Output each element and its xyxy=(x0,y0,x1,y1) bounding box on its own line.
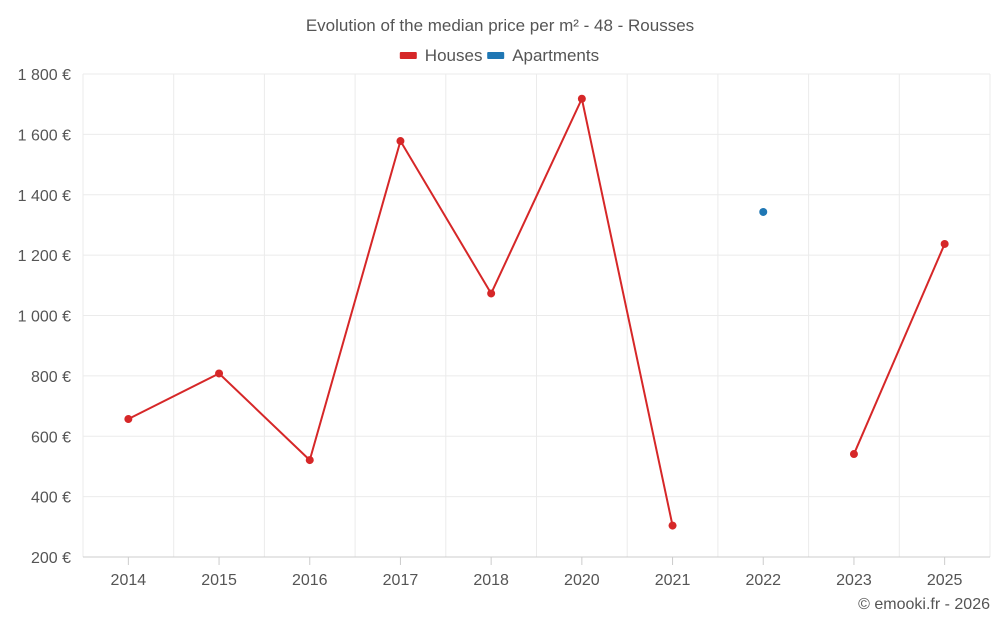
data-point-houses[interactable] xyxy=(305,456,314,465)
legend-label: Apartments xyxy=(512,46,599,65)
y-tick-label: 1 600 € xyxy=(18,127,71,144)
y-tick-label: 1 000 € xyxy=(18,309,71,326)
legend-swatch xyxy=(399,52,417,59)
series-line-houses xyxy=(127,97,674,526)
x-tick-label: 2021 xyxy=(655,572,691,589)
data-point-houses[interactable] xyxy=(396,137,405,146)
data-point-houses[interactable] xyxy=(668,521,677,530)
x-tick-label: 2016 xyxy=(292,572,328,589)
y-tick-label: 1 800 € xyxy=(18,67,71,84)
data-point-houses[interactable] xyxy=(577,94,586,103)
series-line-houses xyxy=(853,243,946,455)
x-tick-label: 2025 xyxy=(927,572,963,589)
legend-item-apartments[interactable]: Apartments xyxy=(487,46,599,65)
data-point-houses[interactable] xyxy=(215,369,224,378)
chart-title: Evolution of the median price per m² - 4… xyxy=(306,16,694,35)
data-point-houses[interactable] xyxy=(124,415,133,424)
grid xyxy=(82,73,991,558)
legend-item-houses[interactable]: Houses xyxy=(399,46,483,65)
x-tick-label: 2023 xyxy=(836,572,872,589)
x-tick-label: 2020 xyxy=(564,572,600,589)
data-point-houses[interactable] xyxy=(487,289,496,298)
x-tick-label: 2018 xyxy=(473,572,509,589)
y-tick-label: 800 € xyxy=(31,369,71,386)
axes: 200 € 400 € 600 € 800 € 1 000 € 1 200 € 1 400 … xyxy=(18,67,990,589)
y-tick-label: 400 € xyxy=(31,490,71,507)
series xyxy=(124,94,949,530)
legend: Houses Apartments xyxy=(399,46,599,65)
x-tick-label: 2017 xyxy=(383,572,419,589)
data-point-houses[interactable] xyxy=(940,239,949,248)
y-tick-label: 200 € xyxy=(31,550,71,567)
y-tick-label: 600 € xyxy=(31,429,71,446)
legend-swatch xyxy=(487,52,505,59)
data-point-apartments[interactable] xyxy=(759,207,768,216)
legend-label: Houses xyxy=(425,46,483,65)
x-tick-label: 2022 xyxy=(745,572,781,589)
x-tick-label: 2015 xyxy=(201,572,237,589)
data-point-houses[interactable] xyxy=(849,450,858,459)
y-tick-label: 1 200 € xyxy=(18,248,71,265)
credit-text: © emooki.fr - 2026 xyxy=(858,596,990,613)
y-tick-label: 1 400 € xyxy=(18,188,71,205)
x-tick-label: 2014 xyxy=(111,572,147,589)
